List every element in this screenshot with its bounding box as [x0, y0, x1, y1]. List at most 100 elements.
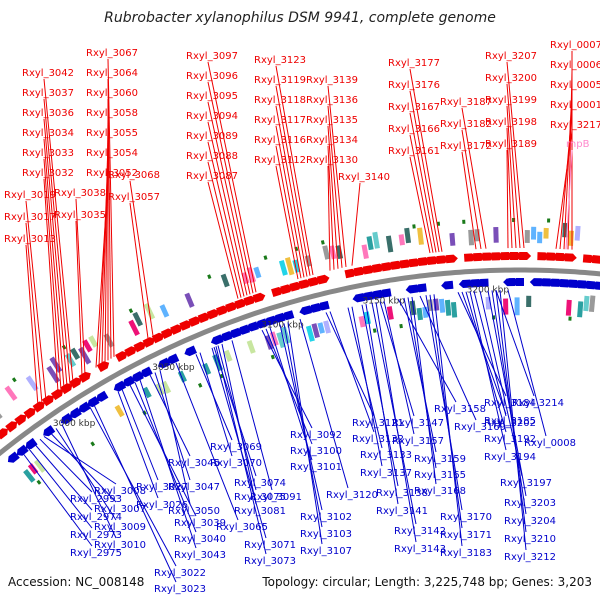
forward-gene-label: Rxyl_3094 — [186, 111, 238, 122]
reverse-gene-leader — [159, 370, 191, 505]
reverse-gene-arrow — [352, 292, 366, 303]
forward-gene-arrow — [160, 328, 174, 340]
reverse-gene-arrow — [96, 390, 109, 402]
reverse-gene-leader — [217, 345, 257, 491]
forward-gene-label: Rxyl_3052 — [86, 168, 138, 179]
green-marker — [270, 354, 275, 360]
green-marker — [198, 382, 203, 388]
reverse-gene-label: Rxyl_3159 — [414, 454, 466, 465]
forward-gene-label: Rxyl_3038 — [54, 188, 106, 199]
reverse-gene-label: Rxyl_3103 — [300, 529, 352, 540]
kbp-tick-label: 3050 kbp — [152, 363, 195, 373]
forward-gene-arrow — [555, 252, 568, 262]
feature-block — [450, 301, 458, 318]
feature-block — [82, 339, 93, 353]
reverse-gene-label: Rxyl_3069 — [210, 442, 262, 453]
reverse-gene-leader — [329, 311, 375, 433]
forward-gene-leader — [409, 134, 434, 253]
forward-gene-leader — [43, 178, 59, 393]
reverse-gene-label: Rxyl_3101 — [290, 462, 342, 473]
forward-gene-label: Rxyl_3060 — [86, 88, 138, 99]
reverse-gene-label: Rxyl_3045 — [168, 458, 220, 469]
reverse-gene-label: Rxyl_3165 — [414, 470, 466, 481]
reverse-gene-label: Rxyl_3170 — [440, 512, 492, 523]
forward-gene-label: Rxyl_3198 — [485, 117, 537, 128]
reverse-gene-leader — [33, 443, 93, 511]
feature-block — [449, 232, 456, 246]
reverse-gene-leader — [491, 290, 527, 515]
forward-gene-label: Rxyl_3095 — [186, 91, 238, 102]
feature-block — [253, 266, 262, 279]
forward-gene-arrow — [170, 324, 183, 335]
forward-gene-label: Rxyl_3032 — [22, 168, 74, 179]
forward-gene-label: Rxyl_3116 — [254, 135, 306, 146]
forward-gene-leader — [107, 78, 112, 359]
forward-gene-leader — [43, 78, 74, 383]
figure-title: Rubrobacter xylanophilus DSM 9941, compl… — [104, 10, 496, 26]
feature-block — [33, 459, 47, 473]
forward-gene-arrow — [381, 262, 394, 272]
reverse-gene-label: Rxyl_3202 — [484, 418, 536, 429]
forward-gene-label: Rxyl_3139 — [306, 75, 358, 86]
feature-block — [278, 260, 288, 276]
forward-gene-arrow — [519, 251, 532, 261]
reverse-gene-label: Rxyl_3204 — [504, 516, 556, 527]
forward-gene-label: Rxyl_3176 — [388, 80, 440, 91]
reverse-gene-arrow — [308, 302, 321, 313]
forward-gene-leader — [25, 244, 39, 407]
forward-gene-arrow — [289, 281, 303, 292]
forward-gene-leader — [409, 90, 440, 253]
forward-gene-arrow — [23, 407, 36, 420]
forward-gene-arrow — [151, 332, 165, 344]
feature-block — [385, 235, 394, 253]
forward-gene-leader — [351, 182, 361, 266]
reverse-gene-leader — [27, 447, 93, 529]
forward-gene-leader — [107, 58, 115, 357]
reverse-gene-arrow — [246, 321, 259, 332]
forward-gene-arrow — [509, 251, 522, 261]
reverse-gene-label: Rxyl_3043 — [174, 550, 226, 561]
forward-gene-label: Rxyl_3042 — [22, 68, 74, 79]
feature-block — [372, 231, 380, 249]
reverse-gene-label: Rxyl_3142 — [394, 526, 446, 537]
reverse-gene-label: Rxyl_3121 — [352, 418, 404, 429]
reverse-gene-leader — [429, 294, 463, 529]
reverse-gene-label: Rxyl_3039 — [174, 518, 226, 529]
forward-gene-leader — [567, 70, 573, 250]
feature-block — [358, 315, 366, 328]
forward-gene-label: Rxyl_3130 — [306, 155, 358, 166]
forward-gene-leader — [275, 65, 314, 276]
reverse-gene-arrow — [547, 278, 560, 287]
green-marker — [568, 316, 572, 321]
forward-gene-leader — [327, 145, 335, 270]
feature-block — [422, 306, 429, 319]
reverse-gene-leader — [43, 436, 117, 485]
forward-gene-label: Rxyl_3089 — [186, 131, 238, 142]
feature-block — [543, 227, 549, 239]
forward-gene-label: Rxyl_0005 — [550, 80, 600, 91]
forward-gene-leader — [506, 105, 517, 249]
forward-gene-arrow — [69, 377, 82, 389]
reverse-gene-label: Rxyl_2993 — [70, 494, 122, 505]
forward-gene-leader — [461, 129, 482, 250]
green-marker — [11, 377, 17, 383]
feature-block — [246, 340, 256, 354]
reverse-gene-label: Rxyl_3047 — [168, 482, 220, 493]
green-marker — [547, 218, 551, 223]
feature-block — [184, 292, 195, 308]
reverse-gene-leader — [365, 303, 399, 505]
reverse-gene-label: Rxyl_3027 — [136, 482, 188, 493]
feature-block — [23, 469, 36, 483]
forward-gene-label: Rxyl_3161 — [388, 146, 440, 157]
reverse-gene-leader — [283, 323, 323, 528]
feature-block — [583, 295, 590, 312]
green-marker — [399, 323, 403, 329]
forward-gene-label: Rxyl_3064 — [86, 68, 138, 79]
reverse-gene-label: Rxyl_3100 — [290, 446, 342, 457]
reverse-gene-leader — [473, 291, 507, 417]
reverse-gene-label: Rxyl_0008 — [524, 438, 576, 449]
feature-block — [223, 349, 233, 362]
reverse-gene-label: Rxyl_3009 — [94, 522, 146, 533]
reverse-gene-arrow — [476, 278, 489, 287]
reverse-gene-arrow — [529, 278, 542, 287]
